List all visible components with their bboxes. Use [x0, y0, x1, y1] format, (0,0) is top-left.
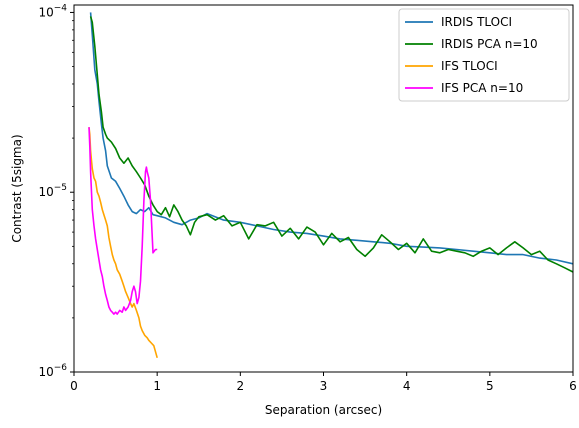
x-tick-label: 0 [70, 379, 78, 393]
axes-layer: 0 1 2 3 4 5 610−610−510−4 [38, 3, 576, 393]
x-tick-label: 3 [320, 379, 328, 393]
x-tick-label: 4 [403, 379, 411, 393]
series-layer [88, 12, 574, 359]
series-line-1 [89, 12, 574, 265]
legend-label: IFS TLOCI [441, 59, 498, 73]
x-tick-label: 5 [486, 379, 494, 393]
y-tick-label-exponent: −6 [54, 363, 68, 373]
y-tick-label: 10−5 [38, 183, 67, 199]
y-tick-label: 10−4 [38, 3, 67, 19]
y-tick-label-exponent: −4 [54, 3, 68, 13]
x-tick-label: 2 [237, 379, 245, 393]
y-tick-label-base: 10 [38, 5, 53, 19]
x-tick-label: 1 [153, 379, 161, 393]
y-tick-label-base: 10 [38, 185, 53, 199]
y-tick-label-exponent: −5 [54, 183, 67, 193]
series-line-3 [88, 127, 158, 359]
legend-frame [398, 8, 570, 102]
y-axis-label: Contrast (5sigma) [10, 134, 24, 242]
series-line-4 [88, 127, 158, 315]
legend-label: IRDIS TLOCI [441, 15, 512, 29]
x-axis-label: Separation (arcsec) [265, 403, 382, 417]
series-line-2 [89, 16, 574, 273]
legend-label: IRDIS PCA n=10 [441, 37, 538, 51]
legend: IRDIS TLOCI IRDIS PCA n=10 IFS TLOCI IFS PC… [398, 8, 570, 102]
legend-label: IFS PCA n=10 [441, 81, 523, 95]
y-tick-label: 10−6 [38, 363, 67, 379]
y-tick-label-base: 10 [38, 365, 53, 379]
x-tick-label: 6 [569, 379, 577, 393]
